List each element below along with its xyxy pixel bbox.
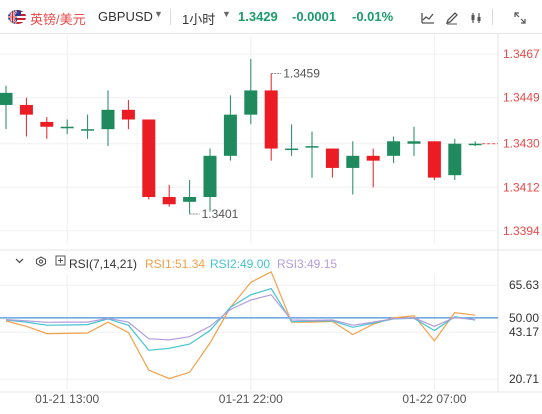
candle-body (387, 141, 401, 156)
candle-body (183, 196, 197, 202)
expand-icon[interactable] (55, 255, 66, 269)
candle-body (407, 141, 421, 144)
candle-body (427, 141, 441, 178)
candle-body (142, 119, 156, 197)
rsi-y-tick-label: 50.00 (509, 311, 539, 325)
candle-body (264, 90, 278, 149)
candle-body (223, 114, 237, 156)
current-price: 1.3429 (238, 9, 278, 24)
extreme-label: 1.3459 (283, 66, 320, 80)
eye-icon[interactable] (34, 255, 48, 270)
rsi2-value: RSI2:49.00 (210, 257, 271, 271)
candle-body (285, 148, 299, 151)
candle-body (346, 155, 360, 168)
candle-body (366, 155, 380, 161)
candle-body (203, 155, 217, 197)
chevron-down-icon[interactable]: ▼ (154, 9, 163, 19)
extreme-label: 1.3401 (202, 207, 239, 221)
price-change: -0.0001 (292, 9, 337, 24)
fullscreen-icon[interactable] (510, 8, 530, 28)
candle-body (244, 90, 258, 115)
candle-body (60, 126, 74, 129)
interval-selector[interactable]: 1小时 (182, 12, 216, 27)
candle-body (101, 109, 115, 130)
chart-toolbar: 英镑/美元 GBPUSD ▼ 1小时 ▼ 1.3429 -0.0001 -0.0… (0, 0, 542, 34)
pair-name[interactable]: 英镑/美元 (30, 12, 86, 27)
y-tick-label: 1.3394 (503, 224, 540, 238)
rsi-title: RSI(7,14,21) (69, 257, 138, 271)
rsi-series-line (5, 270, 476, 380)
candle-body (81, 129, 95, 131)
collapse-icon[interactable] (14, 255, 25, 269)
rsi-header: RSI(7,14,21) RSI1:51.34 RSI2:49.00 RSI3:… (0, 254, 500, 274)
divider (492, 9, 493, 25)
symbol-selector[interactable]: GBPUSD (98, 9, 153, 24)
rsi-y-tick-label: 65.63 (509, 278, 539, 292)
x-tick-label: 01-21 22:00 (219, 392, 283, 406)
y-tick-label: 1.3467 (503, 47, 540, 61)
candle-body (468, 143, 482, 146)
y-tick-label: 1.3449 (503, 91, 540, 105)
candle-body (121, 109, 135, 120)
edit-icon[interactable] (442, 8, 462, 28)
x-tick-label: 01-22 07:00 (402, 392, 466, 406)
rsi1-value: RSI1:51.34 (145, 257, 206, 271)
x-tick-label: 01-21 13:00 (35, 392, 99, 406)
y-tick-label: 1.3430 (503, 137, 540, 151)
chevron-down-icon[interactable]: ▼ (222, 9, 231, 19)
rsi-series-line (5, 294, 476, 341)
rsi-y-tick-label: 43.17 (509, 325, 539, 339)
rsi3-value: RSI3:49.15 (277, 257, 338, 271)
candle-body (448, 143, 462, 176)
candle-body (0, 92, 13, 105)
candle-body (325, 148, 339, 168)
candle-body (162, 196, 176, 205)
rsi-series-line (5, 287, 476, 351)
divider (170, 9, 171, 25)
candle-body (40, 121, 54, 127)
rsi-y-tick-label: 20.71 (509, 372, 539, 386)
price-change-percent: -0.01% (352, 9, 394, 24)
settings-icon[interactable] (466, 8, 486, 28)
y-tick-label: 1.3412 (503, 180, 540, 194)
candle-body (305, 146, 319, 148)
candle-body (19, 104, 33, 115)
area-chart-icon[interactable] (418, 8, 438, 28)
